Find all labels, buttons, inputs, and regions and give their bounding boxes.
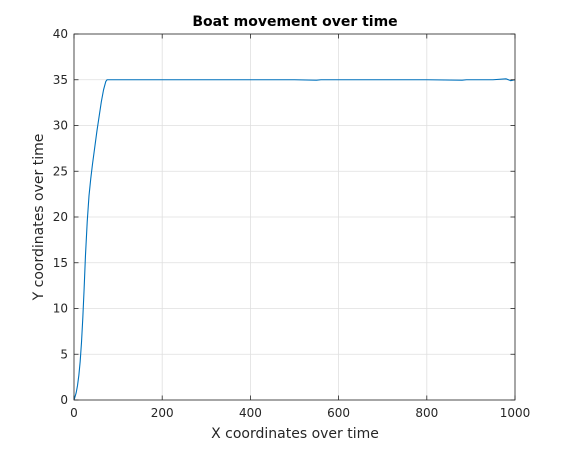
- y-tick-label: 20: [53, 210, 68, 224]
- y-tick-label: 15: [53, 256, 68, 270]
- x-axis-label: X coordinates over time: [211, 426, 379, 442]
- x-tick-label: 200: [151, 406, 174, 420]
- tick-marks: [73, 33, 516, 401]
- y-tick-label: 10: [53, 302, 68, 316]
- series-line: [73, 78, 516, 401]
- y-tick-label: 0: [60, 393, 68, 407]
- y-tick-label: 40: [53, 27, 68, 41]
- y-tick-labels: 0 5 10 15 20 25 30 35 40: [53, 27, 68, 407]
- series-layer: [73, 78, 516, 401]
- y-tick-label: 5: [60, 347, 68, 361]
- x-tick-label: 600: [327, 406, 350, 420]
- chart-title: Boat movement over time: [192, 14, 397, 30]
- y-axis-label: Y coordinates over time: [31, 134, 47, 302]
- x-tick-label: 1000: [500, 406, 531, 420]
- x-tick-label: 0: [70, 406, 78, 420]
- x-tick-labels: 0 200 400 600 800 1000: [70, 406, 530, 420]
- y-tick-label: 25: [53, 164, 68, 178]
- x-tick-label: 800: [415, 406, 438, 420]
- y-tick-label: 35: [53, 73, 68, 87]
- y-tick-label: 30: [53, 119, 68, 133]
- x-tick-label: 400: [239, 406, 262, 420]
